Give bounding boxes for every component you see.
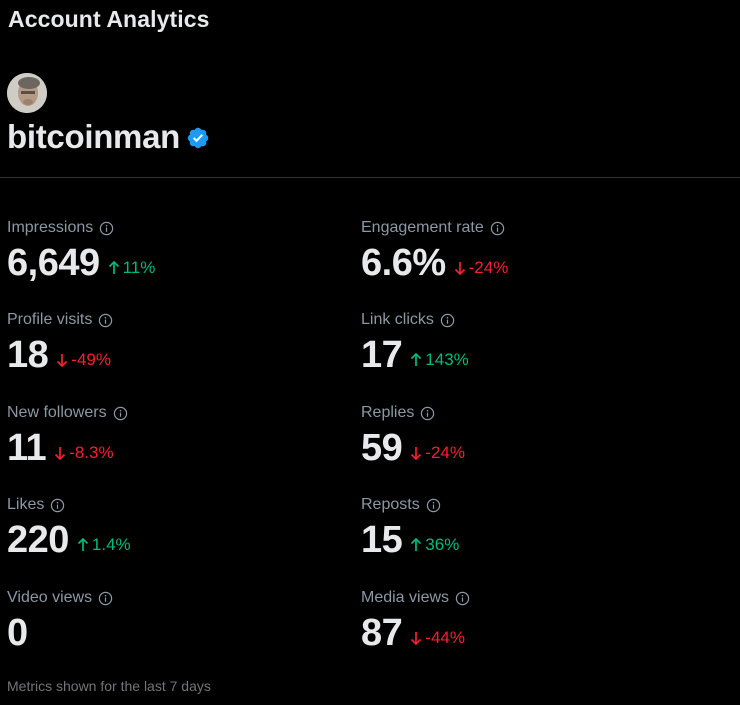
metric-label: Reposts — [361, 496, 420, 513]
metric-change: -44% — [410, 628, 465, 648]
arrow-down-icon — [55, 447, 66, 460]
verified-badge-icon — [187, 127, 209, 149]
metric-change: -8.3% — [54, 443, 114, 463]
info-icon[interactable] — [420, 406, 435, 421]
metric-change: -24% — [410, 443, 465, 463]
metric-change-value: -44% — [425, 628, 465, 647]
info-icon[interactable] — [113, 406, 128, 421]
arrow-up-icon — [77, 538, 89, 551]
metric-change-value: 1.4% — [91, 535, 131, 554]
metric-video-views: Video views 0 — [7, 587, 113, 655]
info-icon[interactable] — [98, 313, 113, 328]
metric-reposts: Reposts 15 36% — [361, 494, 459, 562]
metric-label: New followers — [7, 404, 107, 421]
metric-change-value: -24% — [468, 258, 509, 277]
info-icon[interactable] — [98, 591, 113, 606]
arrow-down-icon — [411, 632, 422, 645]
metric-engagement-rate: Engagement rate 6.6% -24% — [361, 217, 508, 285]
profile-header: bitcoinman — [7, 116, 210, 158]
info-icon[interactable] — [50, 498, 65, 513]
metric-value: 11 — [7, 427, 47, 469]
metric-label: Profile visits — [7, 311, 93, 328]
metric-change: 143% — [410, 350, 469, 370]
metric-replies: Replies 59 -24% — [361, 402, 465, 470]
metric-label: Likes — [7, 496, 45, 513]
metric-impressions: Impressions 6,649 11% — [7, 217, 155, 285]
metric-label: Media views — [361, 589, 450, 606]
metric-change-value: -24% — [425, 443, 465, 462]
metric-new-followers: New followers 11 -8.3% — [7, 402, 128, 470]
arrow-down-icon — [57, 354, 68, 367]
metric-change: -24% — [454, 258, 509, 278]
metric-change-value: 36% — [425, 535, 460, 554]
metric-label: Link clicks — [361, 311, 434, 328]
metric-label: Impressions — [7, 219, 94, 236]
metric-value: 17 — [361, 334, 403, 376]
metric-media-views: Media views 87 -44% — [361, 587, 470, 655]
metric-change: 1.4% — [77, 535, 131, 555]
info-icon[interactable] — [490, 221, 505, 236]
metric-change-value: -8.3% — [69, 443, 114, 462]
metric-value: 6.6% — [361, 242, 446, 284]
info-icon[interactable] — [426, 498, 441, 513]
page-title: Account Analytics — [8, 6, 210, 32]
arrow-up-icon — [411, 538, 422, 551]
metric-label: Video views — [7, 589, 93, 606]
info-icon[interactable] — [99, 221, 114, 236]
divider — [0, 177, 740, 178]
metric-profile-visits: Profile visits 18 -49% — [7, 309, 113, 377]
metric-change-value: 143% — [425, 350, 469, 369]
info-icon[interactable] — [440, 313, 455, 328]
metric-change: -49% — [56, 350, 111, 370]
metric-value: 18 — [7, 334, 49, 376]
metric-value: 220 — [7, 519, 69, 561]
avatar-image — [7, 73, 47, 113]
metric-change-value: -49% — [71, 350, 111, 369]
metric-value: 87 — [361, 612, 403, 654]
metric-value: 6,649 — [7, 242, 100, 284]
avatar[interactable] — [7, 73, 47, 113]
arrow-down-icon — [454, 262, 465, 275]
metric-label: Replies — [361, 404, 415, 421]
arrow-down-icon — [411, 447, 422, 460]
metric-likes: Likes 220 1.4% — [7, 494, 131, 562]
metric-label: Engagement rate — [361, 219, 484, 236]
metrics-footnote: Metrics shown for the last 7 days — [7, 678, 211, 694]
metric-value: 59 — [361, 427, 403, 469]
metric-value: 0 — [7, 612, 28, 654]
info-icon[interactable] — [455, 591, 470, 606]
metric-change: 11% — [108, 258, 156, 278]
metric-change-value: 11% — [122, 258, 156, 277]
metric-value: 15 — [361, 519, 403, 561]
metric-link-clicks: Link clicks 17 143% — [361, 309, 469, 377]
arrow-up-icon — [108, 261, 119, 274]
metric-change: 36% — [410, 535, 459, 555]
username[interactable]: bitcoinman — [7, 118, 181, 155]
arrow-up-icon — [411, 353, 422, 366]
